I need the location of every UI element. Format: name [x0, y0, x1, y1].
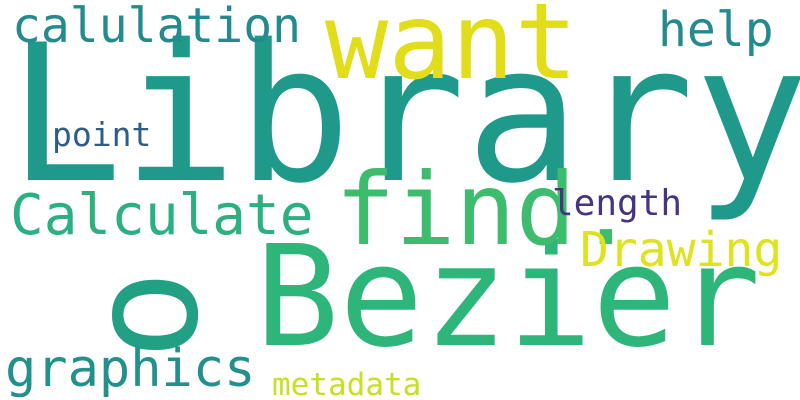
- word-want: want: [325, 0, 578, 103]
- word-drawing: Drawing: [580, 222, 783, 278]
- word-point: point: [52, 115, 152, 154]
- word-graphics: graphics: [5, 339, 256, 399]
- word-help: help: [658, 2, 774, 58]
- word-find: find.: [335, 151, 637, 268]
- word-calulation: calulation: [12, 0, 301, 54]
- word-bezier: Bezier: [255, 216, 761, 379]
- word-length: length: [552, 183, 683, 224]
- word-library: Library: [8, 4, 800, 225]
- word-metadata: metadata: [272, 367, 422, 400]
- word-calculate: Calculate: [10, 183, 314, 248]
